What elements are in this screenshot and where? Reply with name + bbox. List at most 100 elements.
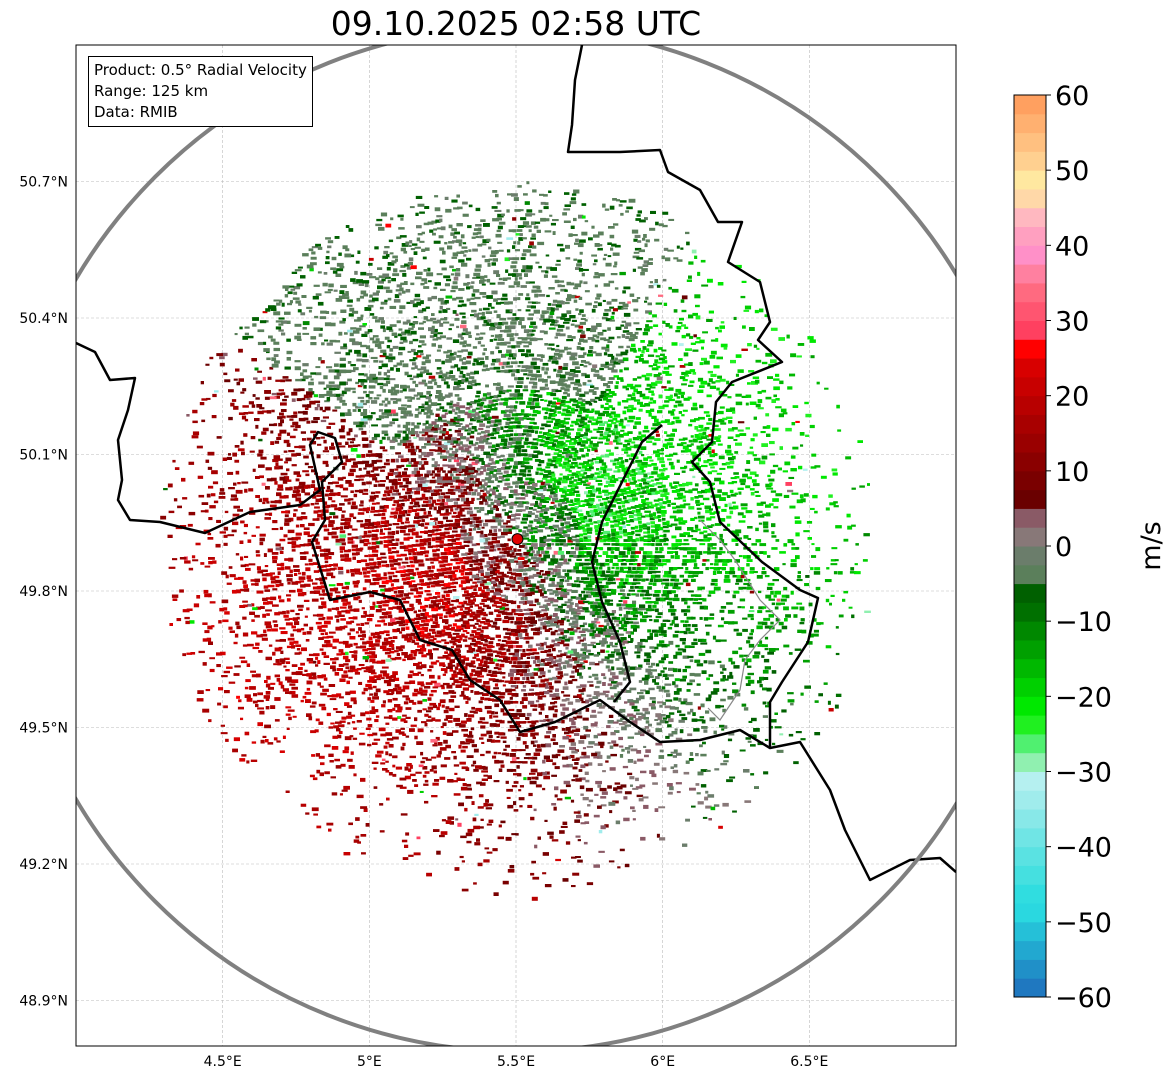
echo-cell — [417, 661, 422, 665]
echo-cell — [655, 490, 660, 494]
echo-cell — [538, 711, 542, 715]
echo-cell — [475, 520, 482, 524]
echo-cell — [630, 506, 637, 509]
echo-cell — [637, 563, 641, 567]
echo-cell — [613, 470, 620, 473]
echo-cell — [461, 378, 468, 383]
echo-cell — [366, 481, 372, 485]
echo-cell — [507, 486, 513, 489]
echo-cell — [496, 671, 502, 674]
echo-cell — [488, 678, 496, 681]
echo-cell — [641, 608, 649, 611]
echo-cell — [371, 654, 377, 658]
echo-cell — [466, 718, 472, 722]
echo-cell — [551, 581, 555, 585]
echo-cell — [559, 446, 565, 449]
echo-cell — [510, 417, 515, 420]
echo-cell — [406, 488, 412, 492]
echo-cell — [523, 413, 530, 417]
echo-cell — [530, 417, 535, 421]
echo-cell — [348, 617, 354, 620]
echo-cell — [578, 580, 585, 583]
echo-cell — [562, 569, 567, 572]
echo-cell — [533, 530, 538, 534]
echo-cell — [511, 513, 516, 517]
echo-cell — [695, 528, 701, 531]
echo-cell — [555, 444, 563, 448]
echo-cell — [578, 424, 585, 428]
echo-cell — [375, 624, 381, 627]
echo-cell — [606, 398, 612, 403]
echo-cell — [517, 557, 525, 560]
echo-cell — [363, 467, 367, 470]
echo-cell — [460, 720, 467, 724]
echo-cell — [444, 551, 450, 556]
echo-cell — [665, 454, 671, 457]
echo-cell — [383, 637, 389, 642]
echo-cell — [491, 536, 497, 541]
echo-cell — [367, 443, 372, 448]
echo-cell — [577, 428, 583, 432]
echo-cell — [590, 591, 597, 596]
echo-cell — [391, 531, 396, 535]
echo-cell — [611, 490, 618, 495]
echo-cell — [483, 534, 488, 538]
echo-cell — [672, 506, 677, 510]
echo-cell — [674, 472, 680, 475]
echo-cell — [627, 478, 631, 482]
echo-cell — [403, 581, 410, 585]
echo-cell — [444, 502, 449, 506]
echo-cell — [406, 513, 411, 516]
echo-cell — [452, 623, 457, 627]
echo-cell — [506, 389, 512, 392]
echo-cell — [411, 509, 417, 512]
echo-cell — [400, 410, 407, 414]
echo-cell — [399, 541, 404, 545]
echo-cell — [669, 453, 674, 457]
echo-cell — [570, 476, 574, 479]
echo-cell — [529, 507, 534, 510]
echo-cell — [490, 507, 496, 510]
echo-cell — [479, 435, 487, 440]
echo-cell — [447, 488, 454, 492]
echo-cell — [454, 705, 460, 708]
echo-cell — [400, 525, 407, 530]
echo-cell — [466, 631, 470, 634]
echo-cell — [362, 567, 367, 571]
echo-cell — [441, 556, 448, 560]
echo-cell — [326, 572, 334, 577]
echo-cell — [657, 612, 663, 615]
echo-cell — [604, 465, 608, 469]
echo-cell — [578, 504, 585, 507]
echo-cell — [388, 389, 394, 393]
echo-cell — [547, 375, 551, 379]
echo-cell — [480, 484, 485, 488]
echo-cell — [565, 413, 572, 417]
echo-cell — [530, 628, 536, 631]
echo-cell — [654, 676, 660, 680]
echo-cell — [633, 444, 641, 449]
echo-cell — [562, 530, 568, 534]
echo-cell — [615, 498, 622, 501]
echo-cell — [562, 408, 569, 412]
echo-cell — [415, 598, 421, 603]
echo-cell — [650, 559, 656, 563]
echo-cell — [526, 349, 531, 353]
echo-cell — [411, 656, 416, 660]
echo-cell — [557, 575, 563, 579]
echo-cell — [563, 497, 569, 502]
echo-cell — [333, 456, 338, 460]
echo-cell — [421, 574, 428, 578]
echo-cell — [588, 389, 595, 393]
echo-cell — [559, 433, 566, 437]
echo-cell — [646, 555, 652, 558]
echo-cell — [377, 561, 382, 565]
echo-cell — [362, 634, 366, 638]
echo-cell — [597, 507, 604, 511]
echo-cell — [697, 586, 702, 591]
echo-cell — [473, 598, 476, 602]
echo-cell — [597, 520, 604, 523]
echo-cell — [546, 489, 554, 492]
echo-cell — [670, 612, 676, 616]
echo-cell — [494, 683, 499, 687]
